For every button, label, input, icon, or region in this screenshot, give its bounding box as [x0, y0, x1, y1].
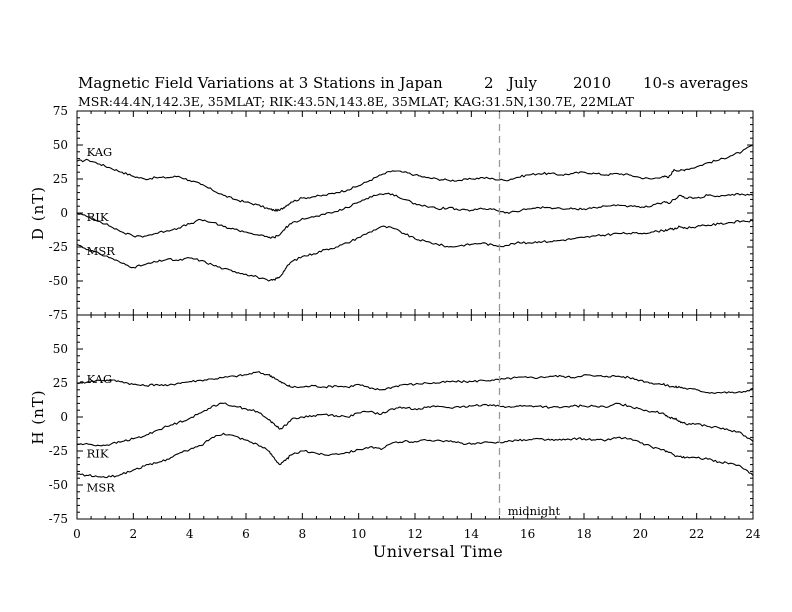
station-label-rik: RIK: [87, 447, 109, 461]
x-tick-label: 2: [130, 527, 138, 541]
date-year: 2010: [573, 74, 611, 92]
h-panel-frame: [76, 314, 754, 520]
x-tick-label: 16: [520, 527, 535, 541]
y-tick-label: -75: [49, 512, 68, 526]
date-day: 2: [484, 74, 494, 92]
y-tick-label: 0: [60, 206, 68, 220]
h-panel-ylabel: H (nT): [29, 389, 47, 444]
series-msr-h-line: [76, 432, 754, 479]
y-tick-label: -50: [49, 274, 68, 288]
x-tick-label: 4: [186, 527, 194, 541]
chart-title: Magnetic Field Variations at 3 Stations …: [78, 74, 443, 92]
y-tick-label: 75: [53, 104, 68, 118]
x-tick-label: 6: [242, 527, 250, 541]
series-kag-d-line: [76, 144, 754, 212]
x-tick-label: 24: [745, 527, 761, 541]
d-panel-ylabel: D (nT): [29, 186, 47, 240]
series-rik-d-line: [76, 192, 754, 239]
station-coordinates: MSR:44.4N,142.3E, 35MLAT; RIK:43.5N,143.…: [78, 94, 635, 109]
y-tick-label: 25: [53, 376, 68, 390]
x-tick-label: 8: [299, 527, 307, 541]
station-label-kag: KAG: [87, 372, 113, 386]
y-tick-label: -25: [49, 240, 68, 254]
y-tick-label: 50: [53, 342, 68, 356]
x-tick-label: 18: [576, 527, 591, 541]
y-tick-label: 0: [60, 410, 68, 424]
x-tick-label: 14: [464, 527, 480, 541]
station-label-rik: RIK: [87, 210, 109, 224]
y-tick-label: -50: [49, 478, 68, 492]
series-rik-h-line: [76, 402, 754, 447]
trace-labels: KAG RIK MSR KAG RIK MSR midnight: [87, 145, 561, 518]
x-tick-label: 20: [633, 527, 648, 541]
d-panel-frame: [76, 110, 754, 316]
series-kag-h-line: [76, 371, 754, 394]
x-tick-label: 10: [351, 527, 366, 541]
station-label-msr: MSR: [87, 244, 116, 258]
y-tick-label: -25: [49, 444, 68, 458]
date-month: July: [506, 74, 537, 92]
y-tick-label: -75: [49, 308, 68, 322]
station-label-kag: KAG: [87, 145, 113, 159]
midnight-label: midnight: [508, 504, 561, 518]
x-tick-label: 0: [73, 527, 81, 541]
y-tick-label: 50: [53, 138, 68, 152]
x-tick-label: 12: [407, 527, 422, 541]
data-traces: [76, 112, 754, 518]
y-tick-label: 25: [53, 172, 68, 186]
x-tick-label: 22: [689, 527, 704, 541]
station-label-msr: MSR: [87, 481, 116, 495]
x-axis-label: Universal Time: [373, 542, 503, 561]
averaging-label: 10-s averages: [643, 74, 748, 92]
series-msr-d-line: [76, 219, 754, 282]
